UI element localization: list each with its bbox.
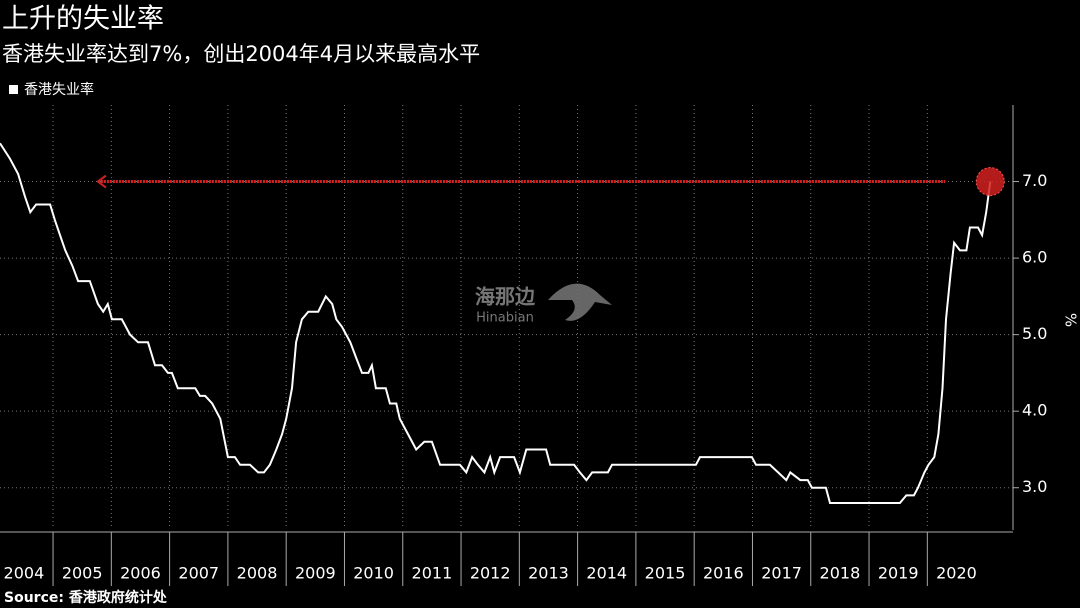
x-tick-label: 2011 [412,564,453,583]
x-tick-label: 2005 [62,564,103,583]
y-tick-label: 5.0 [1022,324,1047,343]
x-tick-label: 2006 [120,564,161,583]
x-tick-label: 2008 [237,564,278,583]
line [0,142,992,504]
x-tick-label: 2010 [353,564,394,583]
legend-swatch [9,85,18,94]
y-tick-label: 3.0 [1022,477,1047,496]
y-tick-label: 6.0 [1022,248,1047,267]
chart-subtitle: 香港失业率达到7%，创出2004年4月以来最高水平 [2,42,480,66]
chart-title: 上升的失业率 [2,4,164,35]
highlight-arrowhead [96,174,107,189]
source: Source: 香港政府统计处 [4,589,168,606]
x-tick-label: 2004 [4,564,45,583]
x-tick-label: 2009 [295,564,336,583]
x-tick-label: 2018 [820,564,861,583]
watermark: 海那边 [475,285,536,309]
x-tick-label: 2019 [878,564,919,583]
x-tick-label: 2020 [936,564,977,583]
x-tick-label: 2012 [470,564,511,583]
x-tick-label: 2016 [703,564,744,583]
x-tick-label: 2015 [645,564,686,583]
watermark: Hinabian [476,311,534,326]
watermark-logo [548,283,612,321]
x-tick-label: 2014 [586,564,627,583]
x-tick-label: 2007 [178,564,219,583]
y-tick-label: 7.0 [1022,171,1047,190]
y-axis-label: % [1062,313,1080,327]
x-tick-label: 2013 [528,564,569,583]
x-tick-label: 2017 [761,564,802,583]
y-tick-label: 4.0 [1022,401,1047,420]
legend-label: 香港失业率 [24,81,94,98]
highlight-circle [975,167,1005,197]
